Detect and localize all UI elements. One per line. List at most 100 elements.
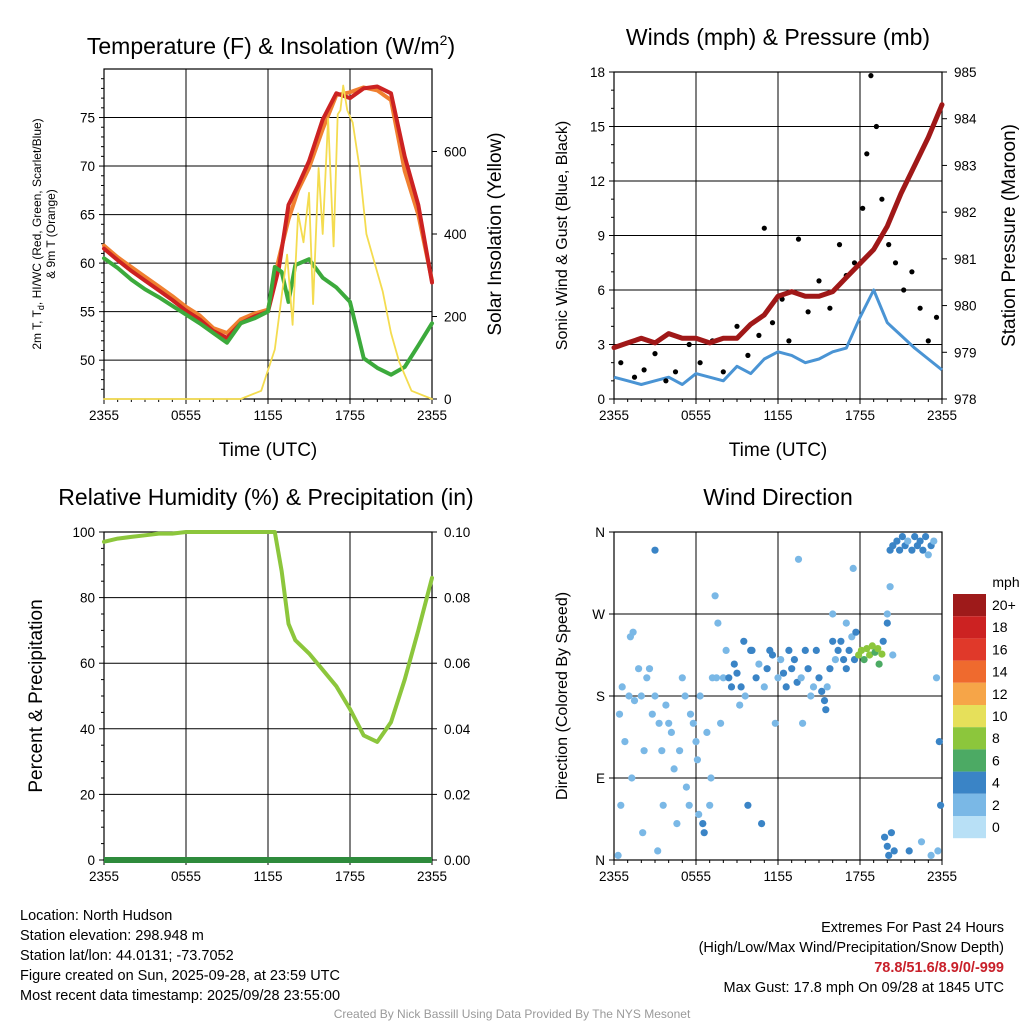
direction-point	[696, 692, 704, 700]
direction-point	[934, 847, 942, 855]
y-tick-label: 20	[80, 787, 95, 802]
direction-point	[815, 674, 823, 682]
y-tick-label: 50	[80, 353, 95, 368]
x-tick-label: 1155	[253, 869, 282, 884]
direction-point	[692, 738, 700, 746]
direction-point	[790, 656, 799, 664]
direction-point	[937, 801, 945, 809]
direction-point	[637, 692, 645, 700]
y2-axis-label-group: Solar Insolation (Yellow)	[485, 132, 506, 335]
direction-point	[829, 610, 837, 618]
direction-point	[807, 692, 815, 700]
direction-point	[648, 710, 656, 718]
direction-point	[615, 710, 624, 718]
y-tick-label: 3	[597, 338, 605, 353]
direction-point	[639, 829, 647, 837]
recent-timestamp: Most recent data timestamp: 2025/09/28 2…	[20, 988, 341, 1004]
gust-point	[697, 360, 703, 366]
x-tick-label: 1755	[335, 408, 365, 423]
y2-tick-label: 0.02	[444, 787, 470, 802]
gust-point	[761, 225, 767, 231]
direction-point	[840, 656, 848, 664]
legend-swatch	[953, 705, 986, 728]
x-tick-label: 1155	[253, 408, 282, 423]
direction-point	[893, 537, 901, 545]
series-line-relative-humidity	[102, 530, 434, 744]
direction-point	[758, 820, 766, 828]
y2-tick-label: 978	[954, 392, 977, 407]
direction-point	[801, 646, 809, 655]
legend-swatch	[953, 816, 986, 839]
y-tick-label: 40	[80, 722, 95, 737]
gust-point	[686, 341, 692, 348]
gust-point	[795, 236, 802, 242]
y2-tick-label: 200	[444, 310, 467, 325]
y-axis-label-group: Sonic Wind & Gust (Blue, Black)	[554, 121, 571, 350]
gust-point	[851, 260, 858, 266]
direction-point	[883, 842, 891, 850]
direction-point	[707, 774, 715, 782]
direction-point	[809, 683, 818, 691]
legend-swatch	[953, 793, 986, 816]
direction-point	[881, 833, 889, 841]
y2-tick-label: 0	[444, 392, 452, 407]
direction-point	[818, 687, 826, 696]
gust-point	[827, 305, 833, 311]
y2-tick-label: 0.06	[444, 656, 470, 671]
legend-label: 14	[992, 664, 1008, 680]
direction-point	[875, 660, 883, 668]
x-tick-label: 2355	[599, 408, 629, 423]
legend-label: 6	[992, 752, 1000, 768]
extremes-title: Extremes For Past 24 Hours	[821, 920, 1004, 936]
y-tick-label: 15	[590, 120, 605, 135]
gust-point	[720, 369, 726, 375]
direction-point	[794, 555, 803, 563]
direction-point	[736, 701, 744, 709]
gust-point	[917, 305, 923, 311]
direction-point	[782, 683, 790, 691]
direction-point	[712, 674, 721, 682]
direction-point	[916, 537, 924, 545]
direction-point	[725, 674, 733, 682]
direction-point	[621, 738, 629, 746]
credit-line: Created By Nick Bassill Using Data Provi…	[333, 1007, 691, 1021]
direction-point	[777, 656, 785, 664]
y2-tick-label: 982	[954, 205, 977, 220]
direction-point	[662, 701, 670, 709]
x-tick-label: 1155	[763, 869, 792, 884]
y-tick-label: N	[595, 525, 605, 540]
temperature-chart: Temperature (F) & Insolation (W/m2)2355 0…	[30, 32, 506, 461]
legend-swatch	[953, 727, 986, 750]
direction-point	[651, 692, 659, 700]
gust-point	[873, 123, 880, 130]
direction-point	[676, 747, 684, 755]
direction-point	[768, 651, 777, 659]
direction-point	[737, 683, 745, 691]
direction-point	[618, 683, 626, 691]
direction-point	[932, 674, 941, 682]
legend-swatch	[953, 682, 986, 705]
extremes-values: 78.8/51.6/8.9/0/-999	[874, 960, 1004, 976]
direction-point	[788, 665, 796, 673]
y2-tick-label: 0.08	[444, 591, 470, 606]
legend-swatch	[953, 616, 986, 639]
y-tick-label: 12	[590, 174, 605, 189]
y-tick-label: 70	[80, 159, 95, 174]
direction-point	[904, 537, 912, 545]
gust-point	[805, 309, 811, 315]
direction-point	[930, 537, 938, 545]
direction-point	[924, 551, 932, 559]
gust-point	[641, 367, 647, 373]
y-tick-label: 100	[72, 525, 95, 540]
y-tick-label: 6	[597, 283, 605, 298]
gust-point	[925, 338, 931, 344]
charts-svg: Temperature (F) & Insolation (W/m2)2355 0…	[26, 24, 1020, 884]
gust-point	[860, 205, 866, 211]
direction-point	[898, 533, 907, 541]
direction-point	[686, 710, 695, 718]
direction-point	[693, 756, 702, 764]
direction-point	[797, 674, 805, 682]
direction-point	[744, 801, 752, 809]
direction-point	[842, 665, 850, 673]
speed-legend: mph 20+ 18 16 14 12 10 8 6 4 2 0	[953, 574, 1020, 839]
